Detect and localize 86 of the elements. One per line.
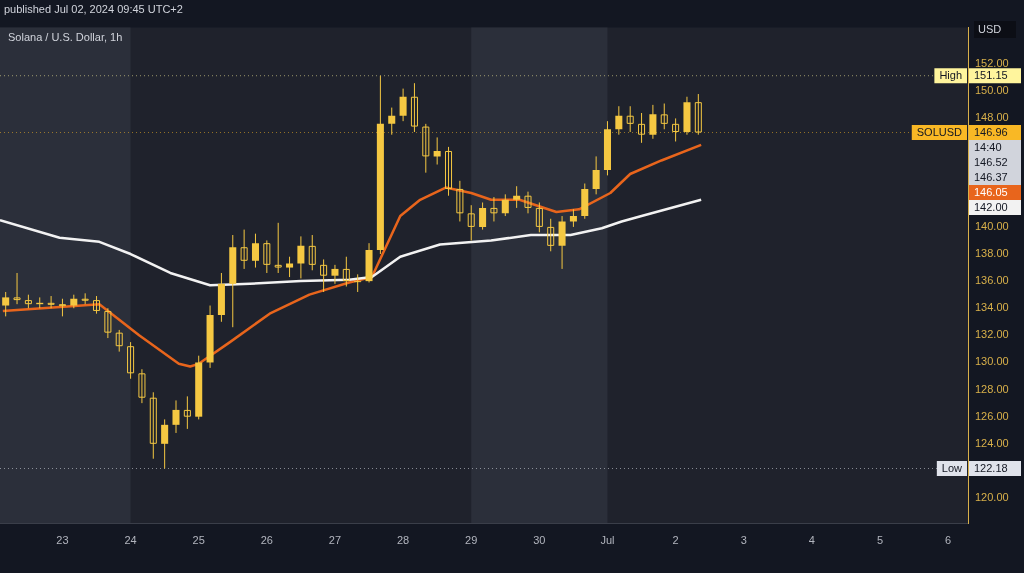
candlestick — [286, 256, 294, 278]
ref-line-label: Low — [941, 462, 963, 475]
candlestick — [626, 105, 634, 133]
candlestick — [308, 234, 316, 271]
y-axis-title: USD — [978, 23, 1002, 36]
candlestick — [320, 258, 328, 293]
candlestick — [263, 239, 271, 274]
x-tick-label: Jul — [600, 534, 615, 547]
candlestick — [399, 88, 407, 122]
candlestick — [694, 93, 702, 136]
candlestick — [490, 196, 498, 222]
candlestick — [524, 191, 532, 214]
candlestick — [297, 235, 305, 279]
candlestick — [672, 117, 680, 142]
y-tick-label: 134.00 — [975, 301, 1009, 314]
x-tick-label: 25 — [192, 534, 205, 547]
candlestick — [183, 395, 191, 430]
candlestick — [422, 123, 430, 174]
text: 142.00 — [974, 201, 1008, 214]
x-tick-label: 24 — [124, 534, 137, 547]
candlestick — [592, 155, 600, 195]
candlestick — [240, 229, 248, 270]
y-tick-label: 128.00 — [975, 382, 1009, 395]
x-tick-label: 23 — [56, 534, 69, 547]
candlestick — [251, 233, 259, 269]
candlestick — [342, 256, 350, 288]
y-tick-label: 136.00 — [975, 274, 1009, 287]
text: 14:40 — [974, 141, 1002, 154]
x-tick-label: 30 — [533, 534, 546, 547]
y-tick-label: 126.00 — [975, 409, 1009, 422]
text: 146.37 — [974, 171, 1008, 184]
candlestick — [104, 307, 112, 339]
candlestick — [535, 201, 543, 233]
candlestick — [513, 185, 521, 209]
candlestick — [115, 329, 123, 353]
y-tick-label: 138.00 — [975, 247, 1009, 260]
y-tick-label: 148.00 — [975, 111, 1009, 124]
y-tick-label: 150.00 — [975, 84, 1009, 97]
candlestick — [660, 103, 668, 130]
candlestick — [615, 105, 623, 136]
candlestick — [331, 264, 339, 285]
x-tick-label: 27 — [328, 534, 342, 547]
y-tick-label: 124.00 — [975, 436, 1009, 449]
candlestick — [467, 204, 475, 241]
chart-title: Solana / U.S. Dollar, 1h — [8, 30, 123, 43]
x-tick-label: 28 — [396, 534, 410, 547]
x-tick-label: 6 — [945, 534, 952, 547]
candlestick — [161, 418, 169, 469]
candlestick — [149, 391, 157, 460]
candlestick — [2, 291, 10, 317]
y-tick-label: 130.00 — [975, 355, 1009, 368]
ref-line-label: High — [939, 69, 962, 82]
candlestick — [456, 180, 464, 222]
candlestick — [47, 295, 55, 309]
x-tick-label: 26 — [260, 534, 273, 547]
x-tick-label: 4 — [808, 534, 815, 547]
candlestick — [638, 112, 646, 144]
text: 151.15 — [974, 69, 1008, 82]
candlestick — [433, 136, 441, 166]
x-tick-label: 3 — [740, 534, 747, 547]
candlestick — [479, 201, 487, 231]
candlestick — [388, 107, 396, 136]
y-tick-label: 132.00 — [975, 328, 1009, 341]
candlestick — [547, 218, 555, 252]
candlestick — [445, 146, 453, 197]
candlestick — [501, 193, 509, 217]
candlestick — [354, 273, 362, 293]
candlestick — [13, 272, 21, 305]
x-tick-label: 5 — [876, 534, 884, 547]
text: 146.96 — [974, 126, 1008, 139]
chart-subtitle: published Jul 02, 2024 09:45 UTC+2 — [3, 2, 184, 17]
candlestick — [138, 368, 146, 404]
candlestick — [410, 82, 418, 133]
text: 146.05 — [974, 186, 1008, 199]
x-tick-label: 29 — [465, 534, 478, 547]
ref-line-label: SOLUSD — [916, 126, 963, 139]
y-tick-label: 120.00 — [975, 491, 1009, 504]
y-tick-label: 152.00 — [975, 57, 1009, 70]
candlestick — [649, 104, 657, 140]
candlestick — [172, 399, 180, 434]
text: 122.18 — [974, 462, 1008, 475]
candlestick — [274, 222, 282, 274]
candlestick — [127, 341, 135, 380]
x-tick-label: 2 — [672, 534, 679, 547]
y-tick-label: 140.00 — [975, 219, 1009, 232]
text: 146.52 — [974, 156, 1008, 169]
